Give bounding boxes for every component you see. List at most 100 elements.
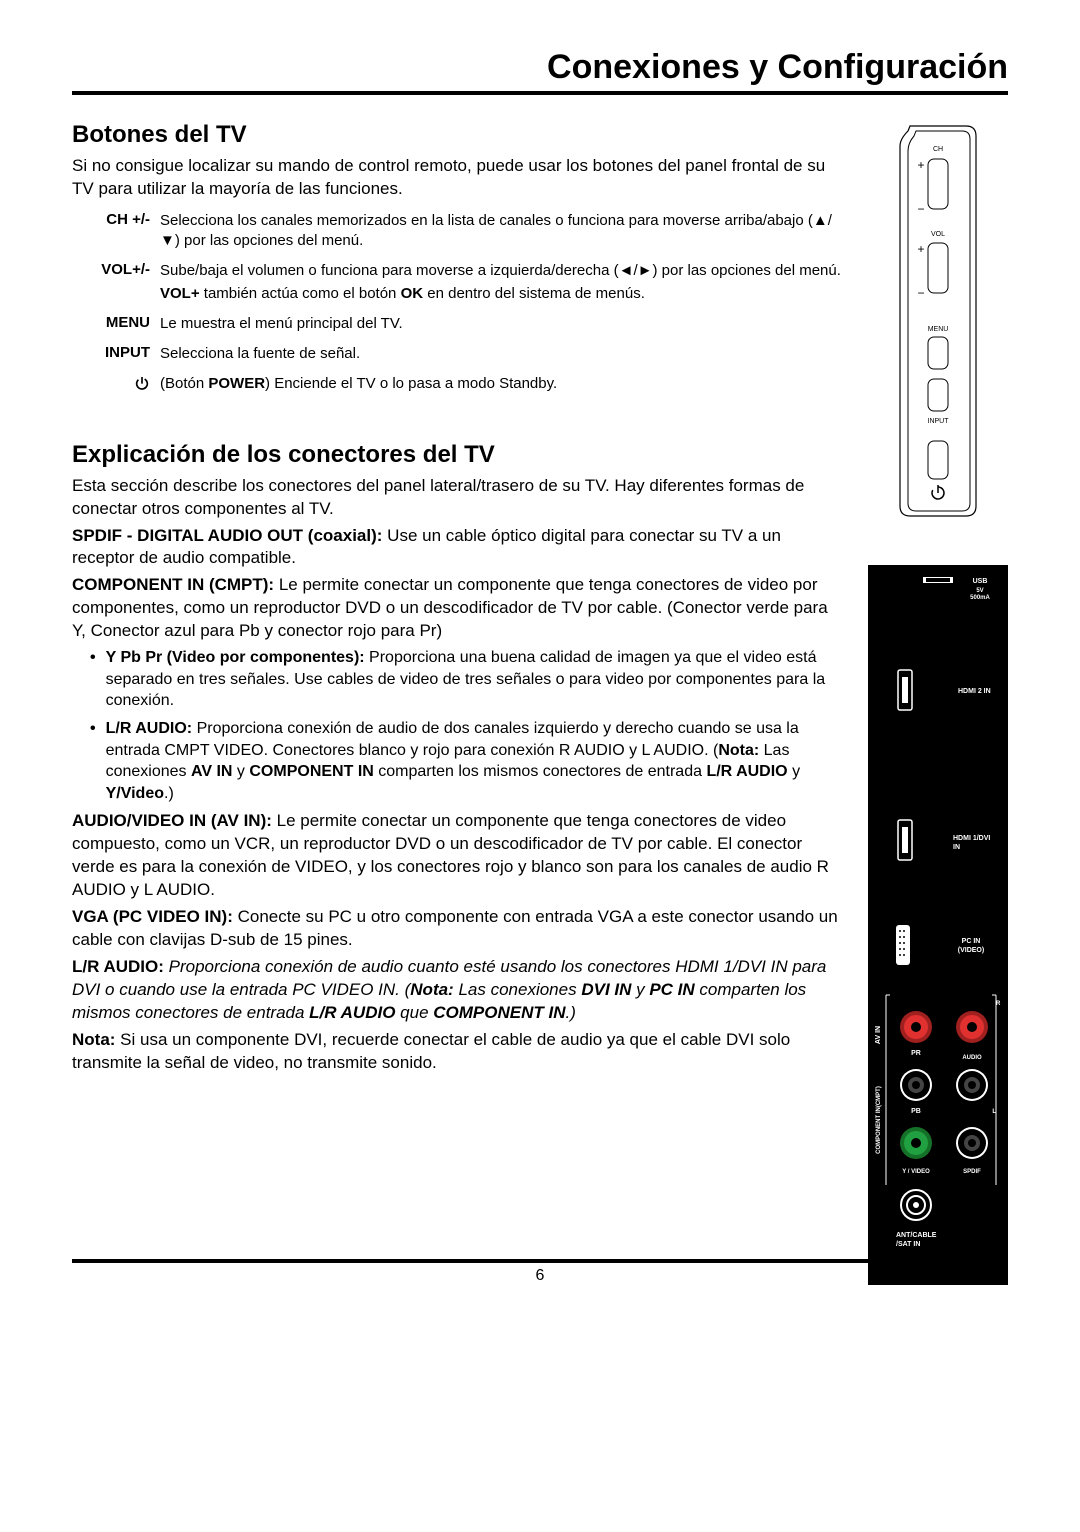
plain-text: y <box>788 763 800 780</box>
bullet-body: Y Pb Pr (Video por componentes): Proporc… <box>106 647 844 712</box>
def-term-ch: CH +/- <box>90 211 160 252</box>
svg-text:MENU: MENU <box>928 326 949 333</box>
section1-defs: CH +/- Selecciona los canales memorizado… <box>90 211 844 395</box>
italic-text: y <box>631 980 649 999</box>
svg-text:+: + <box>917 158 924 172</box>
svg-text:Y / VIDEO: Y / VIDEO <box>902 1169 930 1175</box>
bold-text: Y Pb Pr (Video por componentes): <box>106 649 365 666</box>
para-avin: AUDIO/VIDEO IN (AV IN): Le permite conec… <box>72 810 844 902</box>
section1-heading: Botones del TV <box>72 121 844 149</box>
tv-button-panel-diagram: CH + − VOL + − MENU INPUT <box>888 121 988 521</box>
svg-text:(VIDEO): (VIDEO) <box>958 947 984 954</box>
def-body: Sube/baja el volumen o funciona para mov… <box>160 261 844 304</box>
svg-text:/SAT IN: /SAT IN <box>896 1241 920 1248</box>
svg-text:HDMI 2 IN: HDMI 2 IN <box>958 688 991 695</box>
bold-text: COMPONENT IN <box>249 763 373 780</box>
bold-text: Nota: <box>72 1030 115 1049</box>
bold-text: SPDIF - DIGITAL AUDIO OUT (coaxial): <box>72 526 382 545</box>
bold-text: L/R AUDIO <box>706 763 787 780</box>
bullet-item: L/R AUDIO: Proporciona conexión de audio… <box>90 718 844 804</box>
bold-text: Nota: <box>718 742 759 759</box>
def-body-text: Sube/baja el volumen o funciona para mov… <box>160 262 841 279</box>
para-cmpt: COMPONENT IN (CMPT): Le permite conectar… <box>72 574 844 643</box>
svg-text:AV IN: AV IN <box>875 1026 882 1044</box>
def-body: Selecciona los canales memorizados en la… <box>160 211 844 252</box>
bold-text: AV IN <box>191 763 232 780</box>
def-row: CH +/- Selecciona los canales memorizado… <box>90 211 844 252</box>
def-term-power-icon <box>90 374 160 394</box>
def-row: VOL+/- Sube/baja el volumen o funciona p… <box>90 261 844 304</box>
page-title: Conexiones y Configuración <box>72 48 1008 87</box>
bold-text: Nota: <box>410 980 453 999</box>
svg-text:IN: IN <box>953 844 960 851</box>
bullet-item: Y Pb Pr (Video por componentes): Proporc… <box>90 647 844 712</box>
def-row: INPUT Selecciona la fuente de señal. <box>90 344 844 364</box>
bold-text: POWER <box>208 375 265 392</box>
svg-text:USB: USB <box>973 578 988 585</box>
document-page: Conexiones y Configuración Botones del T… <box>0 0 1080 1315</box>
power-icon <box>134 375 150 391</box>
svg-text:CH: CH <box>933 146 943 153</box>
tv-connector-panel-diagram: USB 5V 500mA HDMI 2 IN HDMI 1/DVI IN <box>868 565 1008 1285</box>
plain-text: en dentro del sistema de menús. <box>423 285 645 302</box>
plain-text: Proporciona conexión de audio de dos can… <box>106 720 799 759</box>
svg-text:HDMI 1/DVI: HDMI 1/DVI <box>953 835 990 842</box>
bold-text: AUDIO/VIDEO IN (AV IN): <box>72 811 272 830</box>
plain-text: Si usa un componente DVI, recuerde conec… <box>72 1030 790 1072</box>
left-column: Botones del TV Si no consigue localizar … <box>72 121 844 1285</box>
def-body: Selecciona la fuente de señal. <box>160 344 844 364</box>
title-rule: Conexiones y Configuración <box>72 48 1008 95</box>
svg-text:+: + <box>917 242 924 256</box>
svg-text:COMPONENT IN(CMPT): COMPONENT IN(CMPT) <box>876 1086 882 1154</box>
bullet-body: L/R AUDIO: Proporciona conexión de audio… <box>106 718 844 804</box>
para-lraudio: L/R AUDIO: Proporciona conexión de audio… <box>72 956 844 1025</box>
plain-text: ) Enciende el TV o lo pasa a modo Standb… <box>265 375 557 392</box>
bold-text: Y/Video <box>106 785 164 802</box>
bold-text: VOL+ <box>160 285 200 302</box>
section2-heading: Explicación de los conectores del TV <box>72 441 844 469</box>
plain-text: y <box>232 763 249 780</box>
bold-text: L/R AUDIO: <box>106 720 193 737</box>
svg-text:PB: PB <box>911 1108 921 1115</box>
svg-text:ANT/CABLE: ANT/CABLE <box>896 1232 937 1239</box>
bold-text: L/R AUDIO <box>309 1003 395 1022</box>
svg-text:VOL: VOL <box>931 231 945 238</box>
svg-text:INPUT: INPUT <box>928 418 950 425</box>
italic-text: Las conexiones <box>454 980 582 999</box>
bold-text: DVI IN <box>581 980 631 999</box>
page-number: 6 <box>536 1267 545 1284</box>
plain-text: .) <box>164 785 174 802</box>
def-body: (Botón POWER) Enciende el TV o lo pasa a… <box>160 374 844 394</box>
right-column: CH + − VOL + − MENU INPUT <box>868 121 1008 1285</box>
bold-text: OK <box>401 285 424 302</box>
def-term-menu: MENU <box>90 314 160 334</box>
section1-intro: Si no consigue localizar su mando de con… <box>72 155 844 201</box>
svg-text:R: R <box>996 1001 1001 1007</box>
page-footer: 6 <box>72 1259 1008 1285</box>
bullet-list: Y Pb Pr (Video por componentes): Proporc… <box>90 647 844 804</box>
def-term-vol: VOL+/- <box>90 261 160 304</box>
para-vga: VGA (PC VIDEO IN): Conecte su PC u otro … <box>72 906 844 952</box>
svg-text:500mA: 500mA <box>970 595 990 601</box>
svg-text:SPDIF: SPDIF <box>963 1169 981 1175</box>
def-row: MENU Le muestra el menú principal del TV… <box>90 314 844 334</box>
para-spdif: SPDIF - DIGITAL AUDIO OUT (coaxial): Use… <box>72 525 844 571</box>
svg-text:5V: 5V <box>976 588 983 594</box>
def-body-sub: VOL+ también actúa como el botón OK en d… <box>160 284 844 304</box>
plain-text: también actúa como el botón <box>200 285 401 302</box>
bold-text: COMPONENT IN (CMPT): <box>72 575 274 594</box>
def-body: Le muestra el menú principal del TV. <box>160 314 844 334</box>
svg-text:−: − <box>917 202 924 216</box>
def-row: (Botón POWER) Enciende el TV o lo pasa a… <box>90 374 844 394</box>
svg-text:PC IN: PC IN <box>962 938 981 945</box>
svg-text:PR: PR <box>911 1050 921 1057</box>
svg-text:−: − <box>917 286 924 300</box>
svg-text:AUDIO: AUDIO <box>962 1055 982 1061</box>
italic-text: que <box>395 1003 433 1022</box>
section2-intro: Esta sección describe los conectores del… <box>72 475 844 521</box>
bold-text: COMPONENT IN <box>433 1003 565 1022</box>
content-columns: Botones del TV Si no consigue localizar … <box>72 121 1008 1285</box>
para-nota: Nota: Si usa un componente DVI, recuerde… <box>72 1029 844 1075</box>
bold-text: VGA (PC VIDEO IN): <box>72 907 233 926</box>
plain-text: (Botón <box>160 375 208 392</box>
